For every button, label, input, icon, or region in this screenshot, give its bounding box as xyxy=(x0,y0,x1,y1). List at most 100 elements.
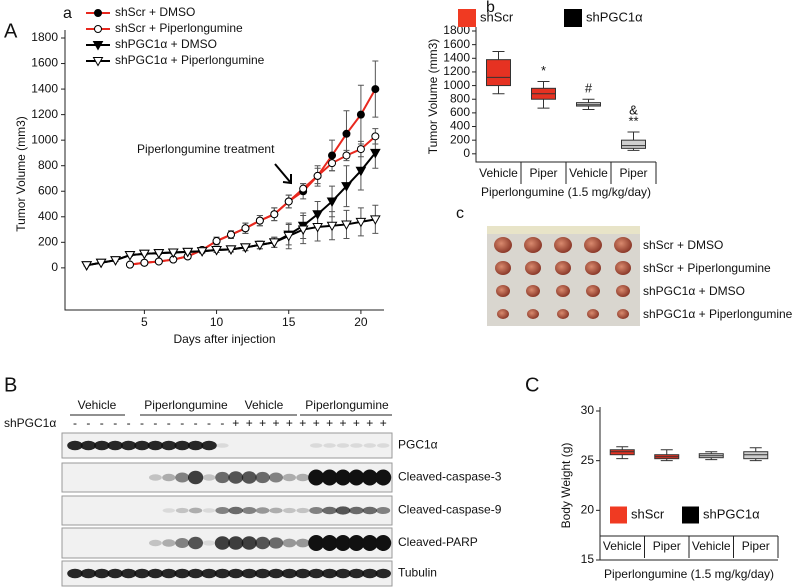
band xyxy=(175,507,189,514)
tumor xyxy=(555,261,571,275)
legend-marker xyxy=(94,9,102,17)
point xyxy=(328,159,337,168)
genotype-sign: - xyxy=(167,416,171,430)
band xyxy=(362,506,377,515)
legend-label: shPGC1α xyxy=(586,9,643,24)
genotype-sign: - xyxy=(194,416,198,430)
whisker-caps xyxy=(627,131,640,151)
panel-label: B xyxy=(4,374,17,396)
legend-marker xyxy=(92,41,104,51)
band xyxy=(202,474,216,481)
point xyxy=(356,110,365,119)
band xyxy=(147,568,164,579)
legend-swatch xyxy=(682,506,699,524)
band xyxy=(377,443,390,448)
point xyxy=(268,238,280,248)
band xyxy=(255,536,270,550)
band xyxy=(268,568,284,579)
x-tick-label: Vehicle xyxy=(692,539,731,553)
band xyxy=(335,568,351,579)
band xyxy=(321,469,338,486)
genotype-sign: + xyxy=(259,416,266,430)
legend-label: shScr + Piperlongumine xyxy=(115,21,243,35)
tumor xyxy=(495,261,511,275)
point xyxy=(254,240,266,251)
band xyxy=(202,540,216,546)
genotype-sign: - xyxy=(127,416,131,430)
band xyxy=(241,568,257,579)
tumor xyxy=(616,285,630,297)
significance-label: & xyxy=(629,102,638,117)
band xyxy=(375,568,392,579)
y-tick-label: 400 xyxy=(38,209,58,223)
y-tick-label: 400 xyxy=(450,119,470,133)
y-tick-label: 0 xyxy=(51,260,58,274)
x-tick-label: Piper xyxy=(653,539,681,553)
band xyxy=(215,471,230,484)
point xyxy=(369,215,381,225)
panel-label: A xyxy=(4,20,18,42)
tumor xyxy=(585,261,601,275)
tumor xyxy=(524,237,542,253)
y-tick-label: 800 xyxy=(38,158,58,172)
point xyxy=(139,249,150,260)
photo-ruler xyxy=(487,226,640,234)
tumor xyxy=(617,309,629,319)
band xyxy=(296,507,310,514)
band xyxy=(321,568,338,579)
point xyxy=(241,224,250,233)
y-tick-label: 1600 xyxy=(443,37,470,51)
point xyxy=(125,260,134,269)
tumor xyxy=(584,237,602,253)
whisker-caps xyxy=(660,449,673,462)
x-tick-label: Vehicle xyxy=(479,166,518,180)
x-axis-label: Piperlongumine (1.5 mg/kg/day) xyxy=(604,567,774,581)
point xyxy=(342,151,351,160)
tumor xyxy=(527,309,539,319)
y-axis-label: Tumor Volume (mm3) xyxy=(426,39,440,155)
legend-marker xyxy=(94,25,102,33)
band xyxy=(67,440,83,451)
y-tick-label: 1200 xyxy=(443,64,470,78)
genotype-sign: + xyxy=(326,416,333,430)
legend-label: shPGC1α xyxy=(703,506,760,521)
band xyxy=(363,443,376,448)
point xyxy=(95,258,107,269)
x-tick-label: Vehicle xyxy=(603,539,642,553)
point xyxy=(371,132,380,141)
genotype-sign: + xyxy=(380,416,387,430)
x-tick-label: Piper xyxy=(742,539,770,553)
significance-label: # xyxy=(585,81,593,96)
y-axis-label: Tumor Volume (mm3) xyxy=(14,116,28,232)
band xyxy=(241,536,257,550)
y-tick-label: 20 xyxy=(581,503,595,517)
band xyxy=(336,443,350,448)
y-tick-label: 600 xyxy=(38,183,58,197)
band xyxy=(361,469,378,486)
band xyxy=(149,539,162,547)
band xyxy=(107,440,123,451)
genotype-sign: - xyxy=(73,416,77,430)
tumor xyxy=(525,261,541,275)
point xyxy=(326,221,338,232)
photo-row-label: shPGC1α + Piperlongumine xyxy=(643,307,793,321)
genotype-sign: - xyxy=(113,416,117,430)
genotype-label: shPGC1α xyxy=(4,416,56,430)
band xyxy=(255,507,270,514)
band xyxy=(348,469,365,486)
genotype-sign: - xyxy=(153,416,157,430)
genotype-sign: - xyxy=(86,416,90,430)
point xyxy=(110,256,121,266)
y-tick-label: 800 xyxy=(450,91,470,105)
band xyxy=(201,440,217,451)
band xyxy=(308,568,325,579)
point xyxy=(255,216,264,225)
annotation-arrow xyxy=(274,163,292,185)
band xyxy=(215,507,230,514)
group-label: Vehicle xyxy=(78,398,117,412)
band xyxy=(216,443,229,448)
band xyxy=(375,535,392,551)
point xyxy=(153,249,165,259)
band xyxy=(335,535,351,551)
band xyxy=(80,440,97,451)
